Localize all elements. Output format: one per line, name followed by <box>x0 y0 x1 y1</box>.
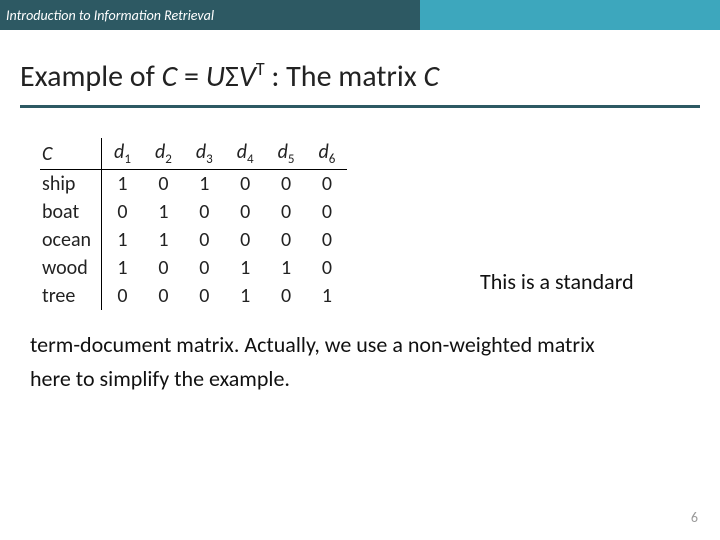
title-C2: C <box>424 58 440 95</box>
cell: 1 <box>102 170 143 199</box>
cell: 0 <box>266 170 307 199</box>
title-post: : The matrix <box>265 58 424 95</box>
body-line-1: term-document matrix. Actually, we use a… <box>30 328 690 362</box>
cell: 1 <box>307 282 348 310</box>
title-C: C <box>162 58 178 95</box>
table-row: tree 0 0 0 1 0 1 <box>40 282 347 310</box>
cell: 1 <box>143 198 184 226</box>
col-d1: d1 <box>102 138 143 170</box>
table-header-row: C d1 d2 d3 d4 d5 d6 <box>40 138 347 170</box>
matrix-table: C d1 d2 d3 d4 d5 d6 ship 1 0 1 0 0 0 <box>40 138 347 310</box>
cell: 0 <box>143 254 184 282</box>
col-prefix: d <box>319 140 329 164</box>
col-prefix: d <box>155 140 165 164</box>
cell: 0 <box>225 226 266 254</box>
cell: 1 <box>102 254 143 282</box>
content-area: C d1 d2 d3 d4 d5 d6 ship 1 0 1 0 0 0 <box>0 108 720 310</box>
row-label: ocean <box>40 226 102 254</box>
header-right <box>420 0 720 30</box>
cell: 0 <box>102 282 143 310</box>
col-sub: 2 <box>165 152 172 167</box>
row-label: boat <box>40 198 102 226</box>
cell: 0 <box>307 254 348 282</box>
row-label: wood <box>40 254 102 282</box>
title-area: Example of C = UΣVT : The matrix C <box>0 30 720 101</box>
col-sub: 1 <box>124 152 131 167</box>
cell: 0 <box>266 198 307 226</box>
cell: 0 <box>225 170 266 199</box>
cell: 1 <box>225 254 266 282</box>
col-prefix: d <box>278 140 288 164</box>
row-label: tree <box>40 282 102 310</box>
table-row: wood 1 0 0 1 1 0 <box>40 254 347 282</box>
title-eq: = <box>177 58 206 95</box>
col-sub: 5 <box>288 152 295 167</box>
table-corner: C <box>40 138 102 170</box>
cell: 1 <box>266 254 307 282</box>
slide-title: Example of C = UΣVT : The matrix C <box>20 58 700 95</box>
title-Sigma: Σ <box>225 58 239 95</box>
col-prefix: d <box>114 140 124 164</box>
table-row: ship 1 0 1 0 0 0 <box>40 170 347 199</box>
col-prefix: d <box>196 140 206 164</box>
cell: 0 <box>143 282 184 310</box>
header-bar: Introduction to Information Retrieval <box>0 0 720 30</box>
col-sub: 3 <box>206 152 213 167</box>
title-V: V <box>239 58 256 95</box>
col-d2: d2 <box>143 138 184 170</box>
cell: 0 <box>184 198 225 226</box>
cell: 0 <box>102 198 143 226</box>
col-d3: d3 <box>184 138 225 170</box>
table-row: ocean 1 1 0 0 0 0 <box>40 226 347 254</box>
body-paragraph: term-document matrix. Actually, we use a… <box>0 310 720 396</box>
cell: 0 <box>266 282 307 310</box>
header-left: Introduction to Information Retrieval <box>0 0 420 30</box>
body-line-2: here to simplify the example. <box>30 362 690 396</box>
cell: 0 <box>307 198 348 226</box>
header-text: Introduction to Information Retrieval <box>6 7 214 24</box>
row-label: ship <box>40 170 102 199</box>
cell: 1 <box>225 282 266 310</box>
col-prefix: d <box>237 140 247 164</box>
cell: 0 <box>307 226 348 254</box>
cell: 0 <box>143 170 184 199</box>
cell: 0 <box>225 198 266 226</box>
col-sub: 6 <box>329 152 336 167</box>
col-d5: d5 <box>266 138 307 170</box>
cell: 0 <box>307 170 348 199</box>
col-d4: d4 <box>225 138 266 170</box>
cell: 0 <box>184 282 225 310</box>
title-sup: T <box>256 58 265 80</box>
table-row: boat 0 1 0 0 0 0 <box>40 198 347 226</box>
sidenote-text: This is a standard <box>480 268 634 295</box>
title-U: U <box>206 58 225 95</box>
cell: 0 <box>184 226 225 254</box>
cell: 0 <box>184 254 225 282</box>
page-number: 6 <box>691 509 698 526</box>
cell: 1 <box>184 170 225 199</box>
col-sub: 4 <box>247 152 254 167</box>
table-body: ship 1 0 1 0 0 0 boat 0 1 0 0 0 0 <box>40 170 347 311</box>
title-pre: Example of <box>20 58 162 95</box>
col-d6: d6 <box>307 138 348 170</box>
cell: 0 <box>266 226 307 254</box>
cell: 1 <box>102 226 143 254</box>
cell: 1 <box>143 226 184 254</box>
